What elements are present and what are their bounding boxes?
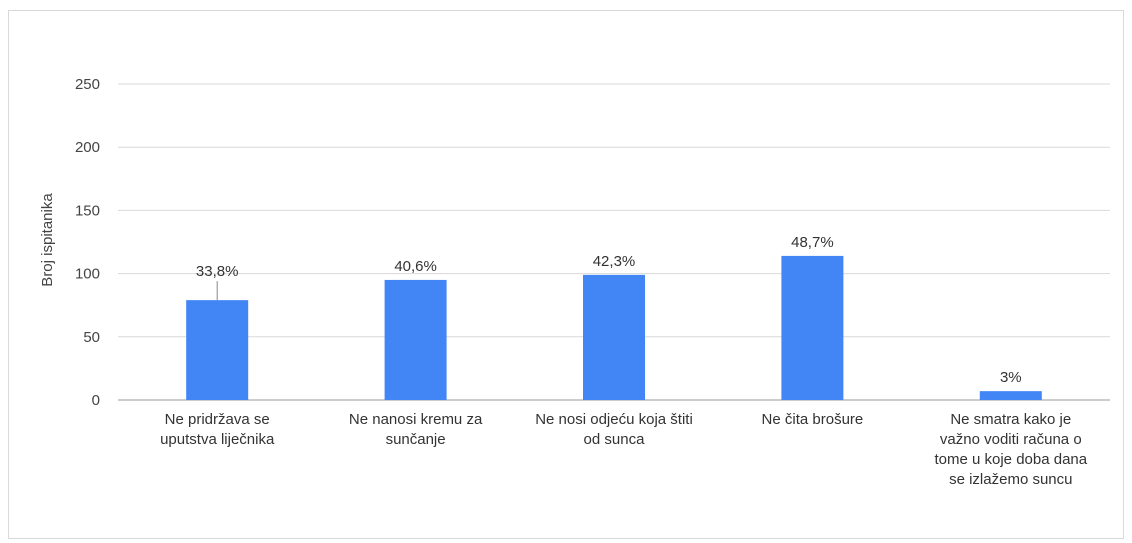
category-label-line: sunčanje: [386, 431, 446, 448]
category-label: Ne pridržava se uputstva liječnika: [160, 411, 275, 448]
category-label: Ne smatra kako je važno voditi računa o to…: [934, 411, 1087, 488]
data-label: 40,6%: [394, 258, 437, 275]
category-label: Ne nanosi kremu za sunčanje: [349, 411, 483, 448]
bar: [979, 391, 1042, 400]
y-tick-label: 0: [92, 392, 100, 409]
chart-frame: [8, 10, 1124, 539]
data-labels: 33,8% 40,6% 42,3% 48,7% 3%: [196, 234, 1022, 386]
category-label-line: važno voditi računa o: [940, 431, 1082, 448]
data-label: 48,7%: [791, 234, 834, 251]
bars: [186, 255, 1042, 400]
category-label-line: Ne pridržava se: [165, 411, 270, 428]
y-tick-label: 100: [75, 266, 100, 283]
category-label: Ne nosi odjeću koja štiti od sunca: [535, 411, 693, 448]
y-tick-label: 150: [75, 202, 100, 219]
bar: [583, 274, 645, 400]
data-label: 33,8%: [196, 263, 239, 280]
category-label: Ne čita brošure: [762, 411, 864, 428]
data-label: 3%: [1000, 369, 1022, 386]
y-axis-ticks: 0 50 100 150 200 250: [75, 76, 100, 409]
bar: [186, 300, 249, 400]
category-label-line: uputstva liječnika: [160, 431, 275, 448]
y-tick-label: 200: [75, 139, 100, 156]
category-label-line: od sunca: [584, 431, 646, 448]
y-tick-label: 250: [75, 76, 100, 93]
bar: [384, 279, 447, 400]
category-label-line: Ne čita brošure: [762, 411, 864, 428]
y-axis-label: Broj ispitanika: [39, 193, 56, 287]
y-tick-label: 50: [83, 329, 100, 346]
gridlines: [118, 83, 1110, 401]
category-label-line: Ne smatra kako je: [950, 411, 1071, 428]
data-label: 42,3%: [593, 253, 636, 270]
x-axis-categories: Ne pridržava se uputstva liječnika Ne nano…: [160, 411, 1088, 488]
category-label-line: tome u koje doba dana: [934, 451, 1087, 468]
category-label-line: Ne nosi odjeću koja štiti: [535, 411, 693, 428]
bar: [781, 255, 844, 400]
category-label-line: se izlažemo suncu: [949, 471, 1072, 488]
category-label-line: Ne nanosi kremu za: [349, 411, 483, 428]
